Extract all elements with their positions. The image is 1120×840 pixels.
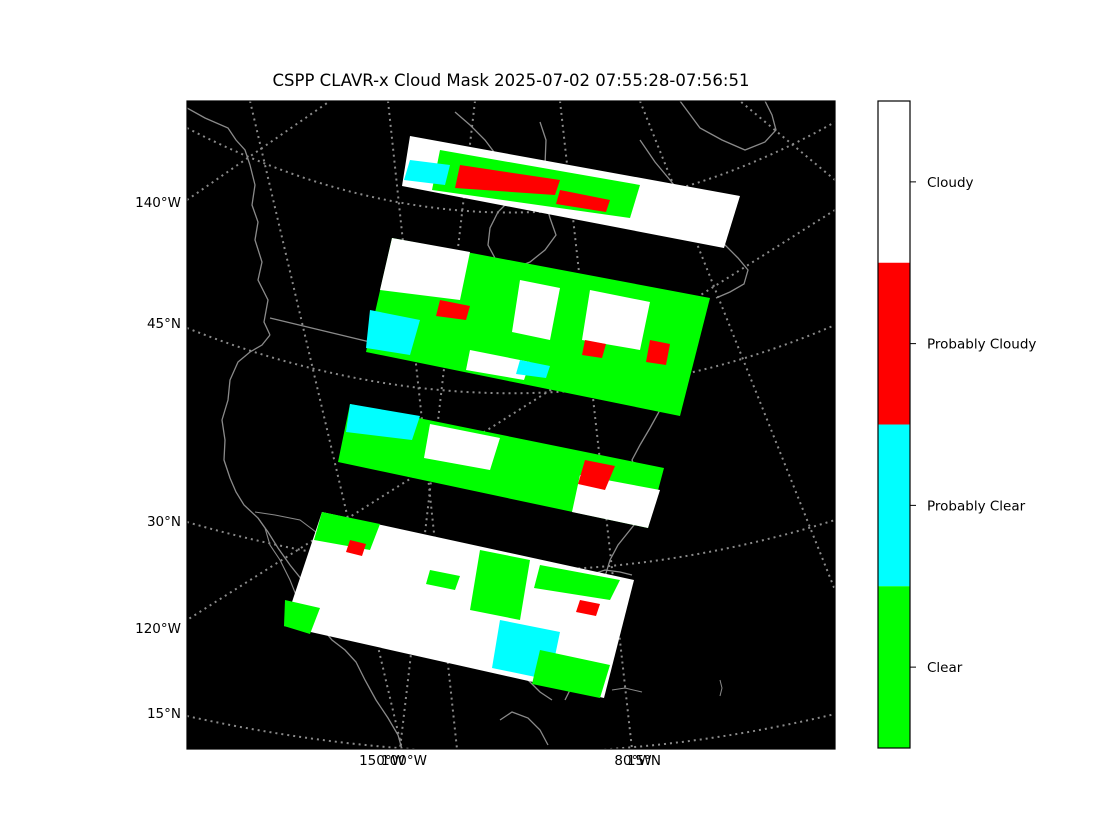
left-label-2: 45°N — [147, 316, 181, 332]
parallel-line — [187, 519, 835, 572]
bottom-label-2: 100°W — [381, 753, 427, 769]
bottom-label-4: 15°N — [627, 753, 661, 769]
granule-strip-2 — [366, 238, 710, 416]
coastline-pacific-west — [221, 334, 403, 749]
cloud-mask-layer — [284, 136, 740, 698]
map-panel — [186, 100, 836, 750]
bottom-label-1: 150°W — [359, 753, 405, 769]
left-label-3: 30°N — [147, 514, 181, 530]
colorbar-swatch-3 — [878, 424, 910, 587]
left-label-5: 15°N — [147, 706, 181, 722]
colorbar: Cloudy Probably Cloudy Probably Clear Clear — [877, 100, 1036, 749]
bottom-label-3: 80°W — [614, 753, 651, 769]
colorbar-swatch-1 — [878, 101, 910, 263]
map-frame — [186, 100, 836, 750]
left-label-4: 120°W — [135, 621, 181, 637]
colorbar-label-4: Clear — [927, 660, 963, 676]
meridian-line — [187, 101, 331, 201]
colorbar-label-2: Probably Cloudy — [927, 337, 1036, 353]
meridian-line — [739, 101, 835, 181]
coastline-island — [719, 679, 723, 697]
map-tick-labels: 140°W 45°N 30°N 120°W 15°N 150°W 100°W 8… — [135, 195, 661, 769]
colorbar-swatch-2 — [878, 262, 910, 425]
figure-title: CSPP CLAVR-x Cloud Mask 2025-07-02 07:55… — [273, 71, 750, 90]
granule-strip-3 — [338, 404, 664, 528]
meridian-line — [187, 209, 835, 621]
granule-strip-4 — [284, 512, 634, 698]
meridian-line — [399, 101, 476, 749]
meridian-line — [639, 101, 835, 591]
coastline-yucatan — [499, 711, 549, 746]
parallel-line — [187, 324, 835, 395]
parallel-line — [187, 121, 835, 214]
coastline-cuba — [611, 687, 643, 693]
coastline-greenland — [679, 101, 777, 151]
granule-strip-1 — [402, 136, 740, 248]
colorbar-frame — [877, 100, 911, 749]
colorbar-label-1: Cloudy — [927, 175, 974, 191]
colorbar-swatch-4 — [878, 586, 910, 748]
left-label-1: 140°W — [135, 195, 181, 211]
coastline-alaska-pacific — [187, 107, 271, 336]
colorbar-label-3: Probably Clear — [927, 498, 1026, 514]
